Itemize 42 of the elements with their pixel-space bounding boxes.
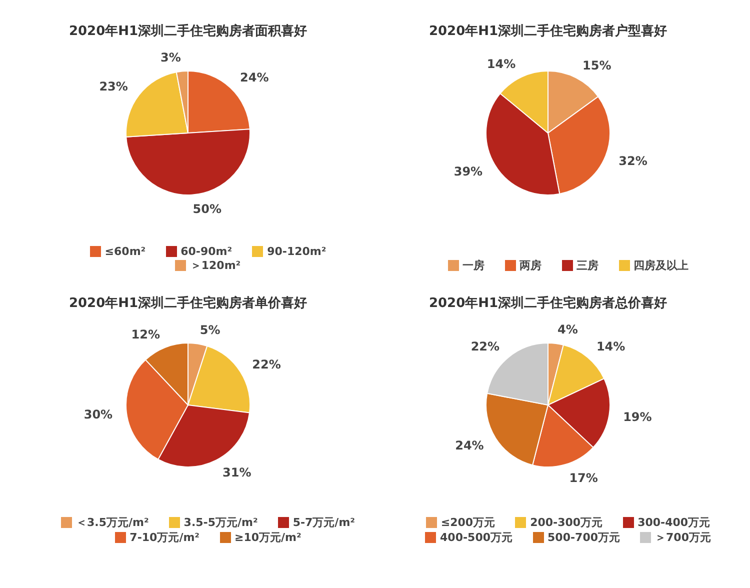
- legend-label: 60-90m²: [180, 245, 232, 258]
- legend-label: ≥10万元/m²: [234, 531, 302, 544]
- data-label: 31%: [222, 466, 252, 480]
- legend-label: ＞120m²: [190, 259, 241, 272]
- data-label: 22%: [252, 357, 281, 372]
- chart-title: 2020年H1深圳二手住宅购房者单价喜好: [68, 294, 308, 313]
- data-label: 19%: [623, 410, 652, 424]
- data-label: 22%: [470, 339, 500, 354]
- legend-label: 一房: [462, 259, 484, 272]
- legend-label: 200-300万元: [530, 516, 603, 529]
- legend-label: 3.5-5万元/m²: [184, 516, 258, 529]
- legend-label: 400-500万元: [440, 531, 513, 544]
- legend-label: 90-120m²: [267, 245, 326, 258]
- legend-label: ＞700万元: [655, 531, 711, 544]
- data-label: 17%: [569, 470, 598, 485]
- legend-label: 两房: [520, 259, 542, 272]
- legend-label: 5-7万元/m²: [292, 516, 355, 529]
- legend-label: 7-10万元/m²: [130, 531, 200, 544]
- data-label: 24%: [240, 70, 269, 85]
- legend-label: 三房: [576, 259, 598, 272]
- chart-title: 2020年H1深圳二手住宅购房者户型喜好: [428, 22, 668, 41]
- data-label: 23%: [99, 79, 128, 94]
- legend-label: ＜3.5万元/m²: [76, 516, 149, 529]
- chart-title: 2020年H1深圳二手住宅购房者总价喜好: [428, 294, 668, 313]
- legend-label: ≤200万元: [440, 516, 496, 529]
- legend-label: 四房及以上: [634, 259, 688, 272]
- data-label: 15%: [582, 58, 612, 72]
- data-label: 32%: [618, 154, 648, 168]
- data-label: 14%: [596, 339, 626, 354]
- data-label: 3%: [160, 50, 181, 64]
- chart-title: 2020年H1深圳二手住宅购房者面积喜好: [68, 22, 308, 41]
- data-label: 14%: [486, 57, 516, 72]
- data-label: 12%: [131, 327, 160, 342]
- data-label: 50%: [192, 202, 222, 216]
- data-label: 5%: [200, 322, 220, 337]
- data-label: 24%: [455, 438, 484, 453]
- data-label: 30%: [84, 408, 113, 422]
- data-label: 4%: [558, 322, 578, 337]
- data-label: 39%: [454, 164, 483, 179]
- legend-label: 500-700万元: [548, 531, 620, 544]
- legend-label: ≤60m²: [104, 245, 146, 258]
- legend-label: 300-400万元: [638, 516, 710, 529]
